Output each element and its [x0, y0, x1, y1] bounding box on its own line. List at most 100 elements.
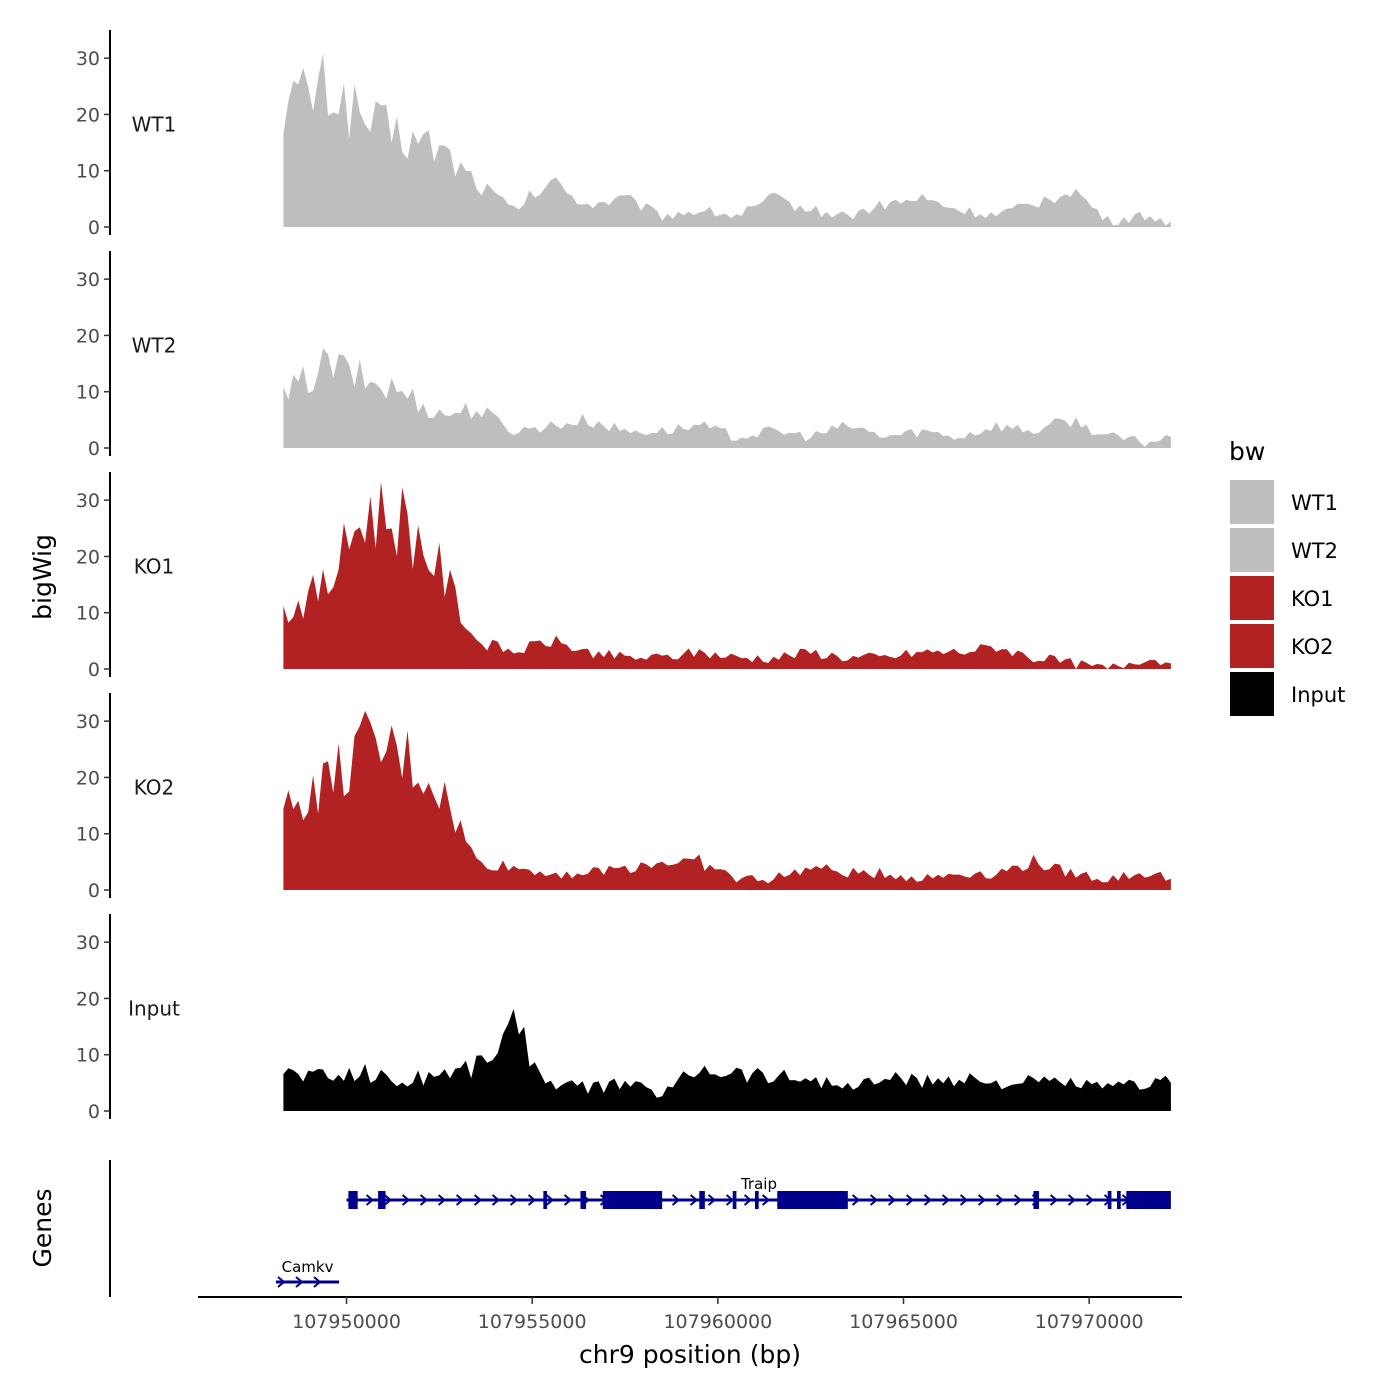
legend-item-wt1: WT1 [1230, 480, 1338, 524]
strand-arrow [277, 1276, 286, 1288]
strand-arrow [437, 1194, 447, 1206]
strand-arrow [977, 1194, 987, 1206]
gene-traip: Traip [346, 1175, 1171, 1209]
strand-arrow [563, 1194, 573, 1206]
x-tick-label: 107970000 [1035, 1311, 1144, 1333]
panel-input: 0 10 20 30 Input [76, 914, 1171, 1123]
legend-swatch [1230, 624, 1274, 668]
y-tick-label: 0 [88, 1101, 100, 1123]
gene-exon [543, 1191, 548, 1209]
gene-exon [602, 1191, 663, 1209]
legend-items: WT1 WT2 KO1 KO2 Input [1230, 480, 1345, 716]
panel-ko2: 0 10 20 30 KO2 [76, 693, 1171, 902]
track-label-ko1: KO1 [134, 554, 175, 578]
y-tick-label: 10 [76, 824, 100, 846]
strand-arrow [725, 1194, 735, 1206]
strand-arrow [365, 1194, 375, 1206]
strand-arrow [1067, 1194, 1077, 1206]
y-tick-label: 30 [76, 48, 100, 70]
strand-arrow [401, 1194, 411, 1206]
legend-label: WT1 [1291, 491, 1338, 515]
x-tick-label: 107950000 [292, 1311, 401, 1333]
strand-arrow [1049, 1194, 1059, 1206]
strand-arrow [995, 1194, 1005, 1206]
strand-arrow [941, 1194, 951, 1206]
genes-panel: Genes Traip Camkv [28, 1160, 1171, 1297]
legend-item-input: Input [1230, 672, 1345, 716]
y-tick-label: 30 [76, 490, 100, 512]
strand-arrow [959, 1194, 969, 1206]
panel-ko1: 0 10 20 30 KO1 [76, 472, 1171, 681]
gene-exon [1033, 1191, 1040, 1209]
track-label-input: Input [128, 996, 180, 1020]
legend-item-wt2: WT2 [1230, 528, 1338, 572]
y-tick-label: 20 [76, 767, 100, 789]
y-tick-label: 20 [76, 325, 100, 347]
legend-item-ko2: KO2 [1230, 624, 1334, 668]
strand-arrow [761, 1194, 771, 1206]
strand-arrow [743, 1194, 753, 1206]
y-tick-label: 0 [88, 880, 100, 902]
gene-label-traip: Traip [740, 1175, 777, 1193]
strand-arrow [419, 1194, 429, 1206]
signal-area-ko2 [283, 710, 1171, 890]
gene-exon [1126, 1191, 1171, 1209]
strand-arrow [851, 1194, 861, 1206]
gene-exon [580, 1191, 587, 1209]
gene-exon [754, 1191, 759, 1209]
gene-exon [1107, 1191, 1112, 1209]
gene-exon [777, 1191, 848, 1209]
strand-arrow [455, 1194, 465, 1206]
y-tick-label: 30 [76, 711, 100, 733]
y-tick-label: 10 [76, 382, 100, 404]
legend-label: KO1 [1291, 587, 1334, 611]
track-label-ko2: KO2 [134, 775, 175, 799]
y-tick-label: 0 [88, 217, 100, 239]
genes-track-title: Genes [28, 1188, 57, 1267]
track-label-wt2: WT2 [132, 333, 177, 357]
strand-arrow [545, 1194, 555, 1206]
legend-swatch [1230, 576, 1274, 620]
signal-area-ko1 [283, 481, 1171, 669]
y-tick-label: 0 [88, 438, 100, 460]
y-tick-label: 20 [76, 988, 100, 1010]
y-tick-label: 20 [76, 104, 100, 126]
signal-area-wt2 [283, 348, 1171, 448]
panel-wt1: 0 10 20 30 WT1 [76, 30, 1171, 239]
legend-label: Input [1291, 683, 1345, 707]
strand-arrow [295, 1276, 304, 1288]
strand-arrow [527, 1194, 537, 1206]
strand-arrow [473, 1194, 483, 1206]
strand-arrow [1013, 1194, 1023, 1206]
y-tick-label: 30 [76, 932, 100, 954]
strand-arrow [491, 1194, 501, 1206]
y-axis-title: bigWig [28, 534, 57, 620]
strand-arrow [671, 1194, 681, 1206]
gene-camkv: Camkv [275, 1258, 340, 1288]
legend: bw WT1 WT2 KO1 KO2 Input [1229, 437, 1345, 716]
strand-arrow [509, 1194, 519, 1206]
signal-panels: 0 10 20 30 WT1 0 10 20 30 WT2 0 10 20 30 KO1 0 10 20 30 KO2… [76, 30, 1171, 1123]
legend-item-ko1: KO1 [1230, 576, 1334, 620]
strand-arrow [869, 1194, 879, 1206]
strand-arrow [313, 1276, 322, 1288]
gene-label-camkv: Camkv [282, 1258, 334, 1276]
gene-exon [378, 1191, 386, 1209]
strand-arrow [905, 1194, 915, 1206]
legend-title: bw [1229, 437, 1265, 466]
y-tick-label: 10 [76, 603, 100, 625]
x-axis-ticks: 107950000 107955000 107960000 107965000 1079… [292, 1297, 1144, 1333]
legend-swatch [1230, 672, 1274, 716]
strand-arrow [383, 1194, 393, 1206]
x-tick-label: 107955000 [478, 1311, 587, 1333]
track-label-wt1: WT1 [132, 112, 177, 136]
gene-exon [348, 1191, 358, 1209]
y-tick-label: 10 [76, 161, 100, 183]
strand-arrow [689, 1194, 699, 1206]
x-tick-label: 107960000 [663, 1311, 772, 1333]
strand-arrow [1085, 1194, 1095, 1206]
signal-area-input [283, 1009, 1171, 1111]
panel-wt2: 0 10 20 30 WT2 [76, 251, 1171, 460]
x-axis: 107950000 107955000 107960000 107965000 1079… [198, 1296, 1182, 1369]
y-tick-label: 30 [76, 269, 100, 291]
